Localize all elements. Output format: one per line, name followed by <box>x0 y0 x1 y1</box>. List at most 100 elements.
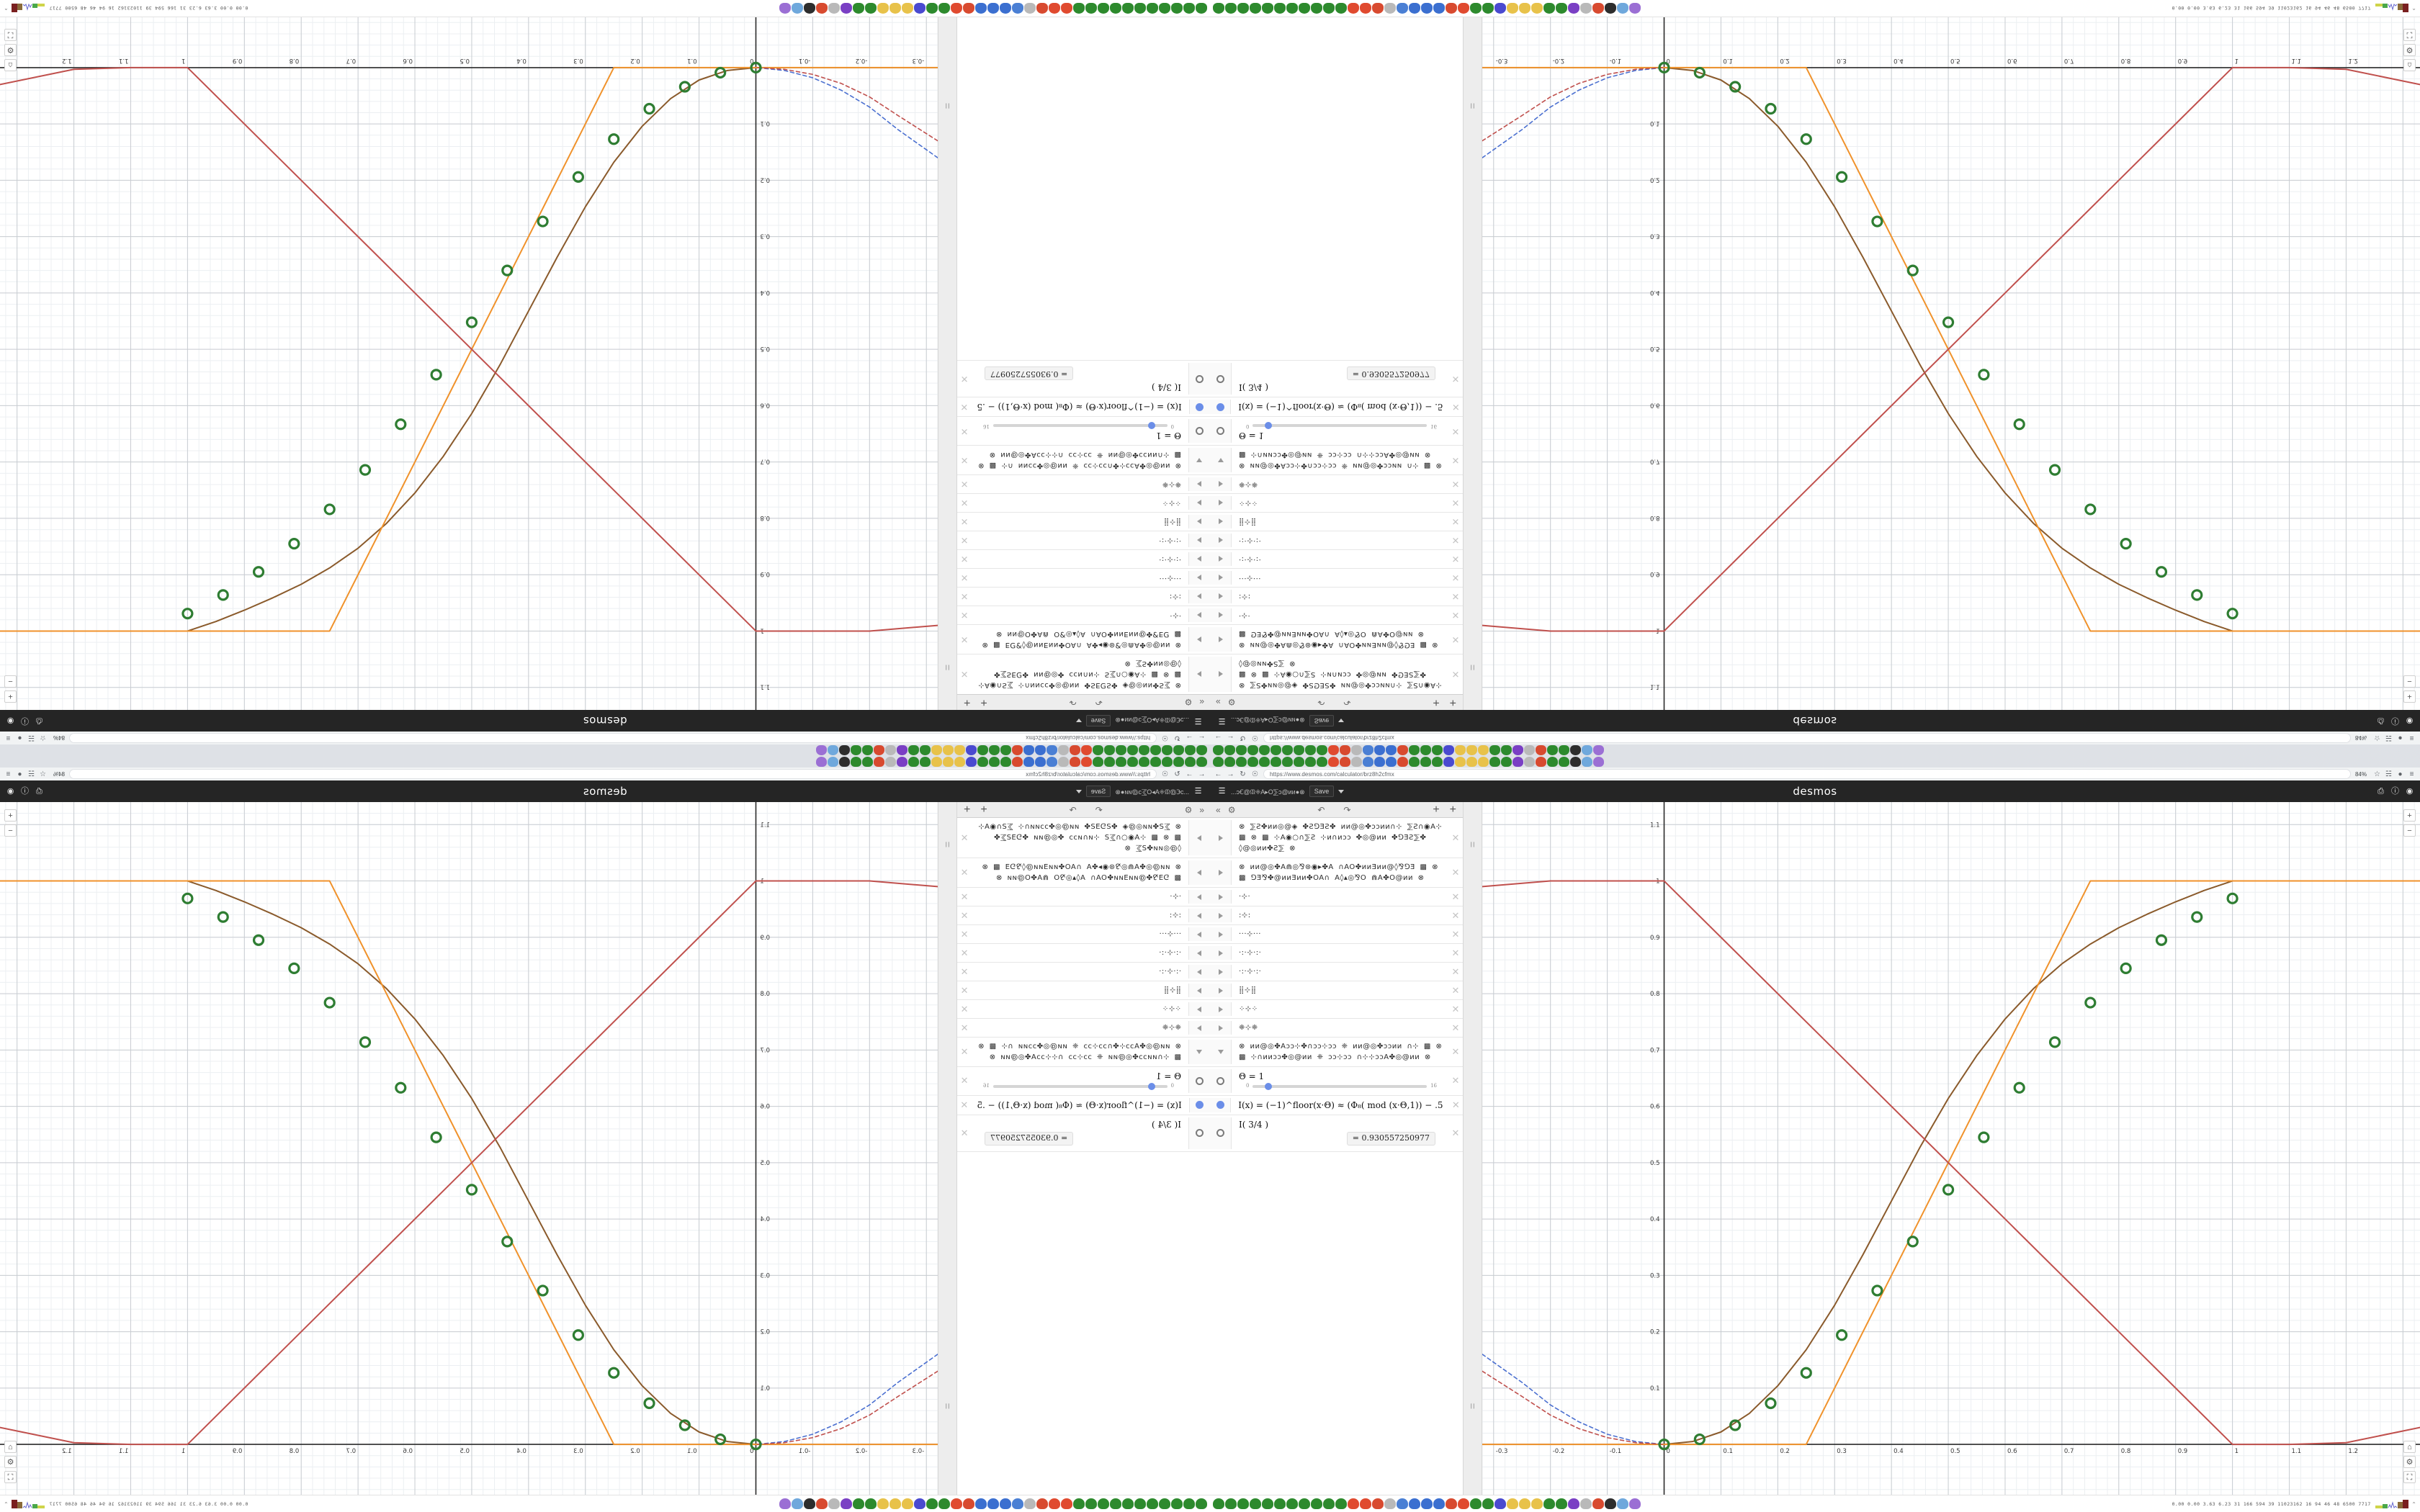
delete-expression-button[interactable]: ✕ <box>960 947 969 958</box>
expression-marker[interactable] <box>1210 515 1232 528</box>
data-point[interactable] <box>1729 81 1742 93</box>
expression-marker[interactable] <box>1210 657 1232 692</box>
expression-body[interactable]: ⊗ ⅀Ƨ✤ᴎᴎ◎@◈ ✤Ƨ⅁ƎƧ✤ ᴎᴎ@◎✤ᴐᴐᴎᴎ∩⊹ ⅀Ƨ∩◉A⊹ ▩ ⊗… <box>972 657 1188 692</box>
taskbar-icon-34[interactable] <box>779 3 791 14</box>
caret-right-icon[interactable] <box>1218 968 1223 975</box>
address-bar[interactable]: https://www.desmos.com/calculator/brz8h2… <box>69 769 1157 779</box>
expression-row[interactable]: I(x) = (−1)^floor(x·Θ) ≈ (Φ₈( mod (x·Θ,1… <box>957 397 1210 417</box>
browser-tab-10[interactable] <box>1081 757 1092 767</box>
expression-row[interactable]: :⊹: ✕ <box>1210 906 1463 925</box>
taskbar-icon-25[interactable] <box>889 3 901 14</box>
wrench-icon[interactable]: ⚙ <box>4 1456 17 1468</box>
taskbar-icon-1[interactable] <box>1183 1498 1195 1509</box>
slider-max-label[interactable]: 16 <box>983 423 990 429</box>
expression-row[interactable]: ⊗ ⅀Ƨ✤ᴎᴎ◎@◈ ✤Ƨ⅁ƎƧ✤ ᴎᴎ@◎✤ᴐᴐᴎᴎ∩⊹ ⅀Ƨ∩◉A⊹ ▩ ⊗… <box>1210 818 1463 858</box>
expression-body[interactable]: Θ = 1 0 16 <box>972 1069 1188 1093</box>
browser-tab-14[interactable] <box>1035 757 1046 767</box>
taskbar-icon-17[interactable] <box>1421 1498 1433 1509</box>
delete-expression-button[interactable]: ✕ <box>960 669 969 680</box>
expression-marker[interactable] <box>1188 477 1210 491</box>
data-point[interactable] <box>2013 1081 2025 1094</box>
taskbar-icon-27[interactable] <box>865 1498 877 1509</box>
browser-tab-32[interactable] <box>1582 757 1592 767</box>
browser-tab-11[interactable] <box>1070 745 1080 755</box>
taskbar-icon-10[interactable] <box>1073 1498 1085 1509</box>
expression-marker[interactable] <box>1210 890 1232 904</box>
reload-icon[interactable]: ↻ <box>1240 770 1246 778</box>
browser-tab-17[interactable] <box>1409 757 1420 767</box>
taskbar-icon-15[interactable] <box>1012 3 1023 14</box>
data-point[interactable] <box>2120 538 2132 550</box>
expression-row[interactable]: :⊹: ✕ <box>1210 587 1463 606</box>
expression-body[interactable]: ·⊹· <box>1232 608 1448 622</box>
data-point[interactable] <box>1871 1284 1883 1297</box>
expression-marker[interactable] <box>1210 927 1232 941</box>
browser-tab-15[interactable] <box>1386 745 1397 755</box>
caret-right-icon[interactable] <box>1218 931 1223 937</box>
browser-tab-31[interactable] <box>839 745 850 755</box>
taskbar-icon-7[interactable] <box>1299 1498 1310 1509</box>
data-point[interactable] <box>678 1419 691 1431</box>
data-point[interactable] <box>714 66 727 79</box>
browser-tab-14[interactable] <box>1374 757 1385 767</box>
data-point[interactable] <box>608 133 620 145</box>
delete-expression-button[interactable]: ✕ <box>1451 610 1460 621</box>
taskbar-icon-28[interactable] <box>1556 3 1567 14</box>
expression-marker[interactable] <box>1188 820 1210 855</box>
expression-body[interactable]: ⊗ ⅀Ƨ✤ᴎᴎ◎@◈ ✤Ƨ⅁ƎƧ✤ ᴎᴎ@◎✤ᴐᴐᴎᴎ∩⊹ ⅀Ƨ∩◉A⊹ ▩ ⊗… <box>1232 657 1448 692</box>
taskbar-icon-24[interactable] <box>902 3 913 14</box>
slider-min-label[interactable]: 0 <box>1170 423 1174 429</box>
add-item-button[interactable]: + <box>964 803 971 816</box>
expression-marker[interactable] <box>1210 820 1232 855</box>
taskbar-icon-12[interactable] <box>1049 1498 1060 1509</box>
expression-row[interactable]: ·:·⊹·:· ✕ <box>957 531 1210 549</box>
data-point[interactable] <box>572 171 584 183</box>
share-icon[interactable]: ⎙ <box>36 786 42 796</box>
expression-body[interactable]: ·:·⊹·:· <box>1232 534 1448 547</box>
expression-body[interactable]: ·:·⊹·:· <box>972 946 1188 960</box>
visibility-toggle-icon[interactable] <box>1196 374 1204 383</box>
browser-tab-1[interactable] <box>1224 757 1235 767</box>
expression-marker[interactable] <box>1188 400 1210 415</box>
delete-expression-button[interactable]: ✕ <box>1451 1099 1460 1110</box>
taskbar-icon-8[interactable] <box>1098 1498 1109 1509</box>
expression-row[interactable]: ⊗ ⅀Ƨ✤ᴎᴎ◎@◈ ✤Ƨ⅁ƎƧ✤ ᴎᴎ@◎✤ᴐᴐᴎᴎ∩⊹ ⅀Ƨ∩◉A⊹ ▩ ⊗… <box>957 654 1210 694</box>
delete-expression-button[interactable]: ✕ <box>1451 554 1460 565</box>
data-point[interactable] <box>430 1131 442 1143</box>
caret-right-icon[interactable] <box>1218 1006 1223 1012</box>
save-button[interactable]: Save <box>1085 715 1111 726</box>
data-point[interactable] <box>1906 264 1919 276</box>
taskbar-icon-12[interactable] <box>1360 1498 1371 1509</box>
browser-tab-22[interactable] <box>943 745 954 755</box>
delete-expression-button[interactable]: ✕ <box>960 1099 969 1110</box>
data-point[interactable] <box>465 1184 478 1196</box>
chevron-double-left-icon[interactable]: « <box>1199 804 1204 815</box>
data-point[interactable] <box>1693 1433 1706 1446</box>
data-point[interactable] <box>1978 369 1990 381</box>
browser-tab-24[interactable] <box>920 745 931 755</box>
taskbar-icon-2[interactable] <box>1171 3 1183 14</box>
caret-right-icon[interactable] <box>1218 912 1223 919</box>
taskbar-icon-1[interactable] <box>1183 3 1195 14</box>
browser-tab-27[interactable] <box>1524 745 1535 755</box>
zoom-level-label[interactable]: 84% <box>53 770 66 778</box>
delete-expression-button[interactable]: ✕ <box>960 455 969 466</box>
expand-icon[interactable]: ⛶ <box>4 1471 17 1483</box>
taskbar-icon-14[interactable] <box>1024 1498 1036 1509</box>
delete-expression-button[interactable]: ✕ <box>960 402 969 413</box>
browser-tab-9[interactable] <box>1317 757 1327 767</box>
expression-body[interactable]: ⊗ ᴎᴎ@◎✤A⋒◎⅋⊛◉▸✤A ∩AO✤ᴎᴎƎᴎᴎ@◊⅋⅁Ǝ ▩ ⊗ ▩ ⅁Ǝ… <box>1232 627 1448 652</box>
expression-marker[interactable] <box>1210 1069 1232 1093</box>
home-icon[interactable]: ⌂ <box>2403 59 2416 71</box>
delete-expression-button[interactable]: ✕ <box>1451 1075 1460 1086</box>
expression-marker[interactable] <box>1188 946 1210 960</box>
account-circle-icon[interactable]: ◉ <box>6 786 14 796</box>
browser-tabstrip[interactable] <box>0 756 1210 768</box>
expression-marker[interactable] <box>1188 419 1210 443</box>
expression-marker[interactable] <box>1210 552 1232 566</box>
expression-row[interactable]: ⊗ ᴎᴎ@◎✤Aᴐᴐ⊹✤∩ᴐᴐ⊹ᴐᴐ ❈ ᴎᴎ@◎✤ᴐᴐᴎᴎ ∩⊹ ▩ ⊗ ▩ … <box>1210 445 1463 474</box>
caret-right-icon[interactable] <box>1218 894 1223 900</box>
browser-tab-7[interactable] <box>1116 745 1126 755</box>
taskbar-icon-28[interactable] <box>1556 1498 1567 1509</box>
browser-tab-15[interactable] <box>1023 757 1034 767</box>
